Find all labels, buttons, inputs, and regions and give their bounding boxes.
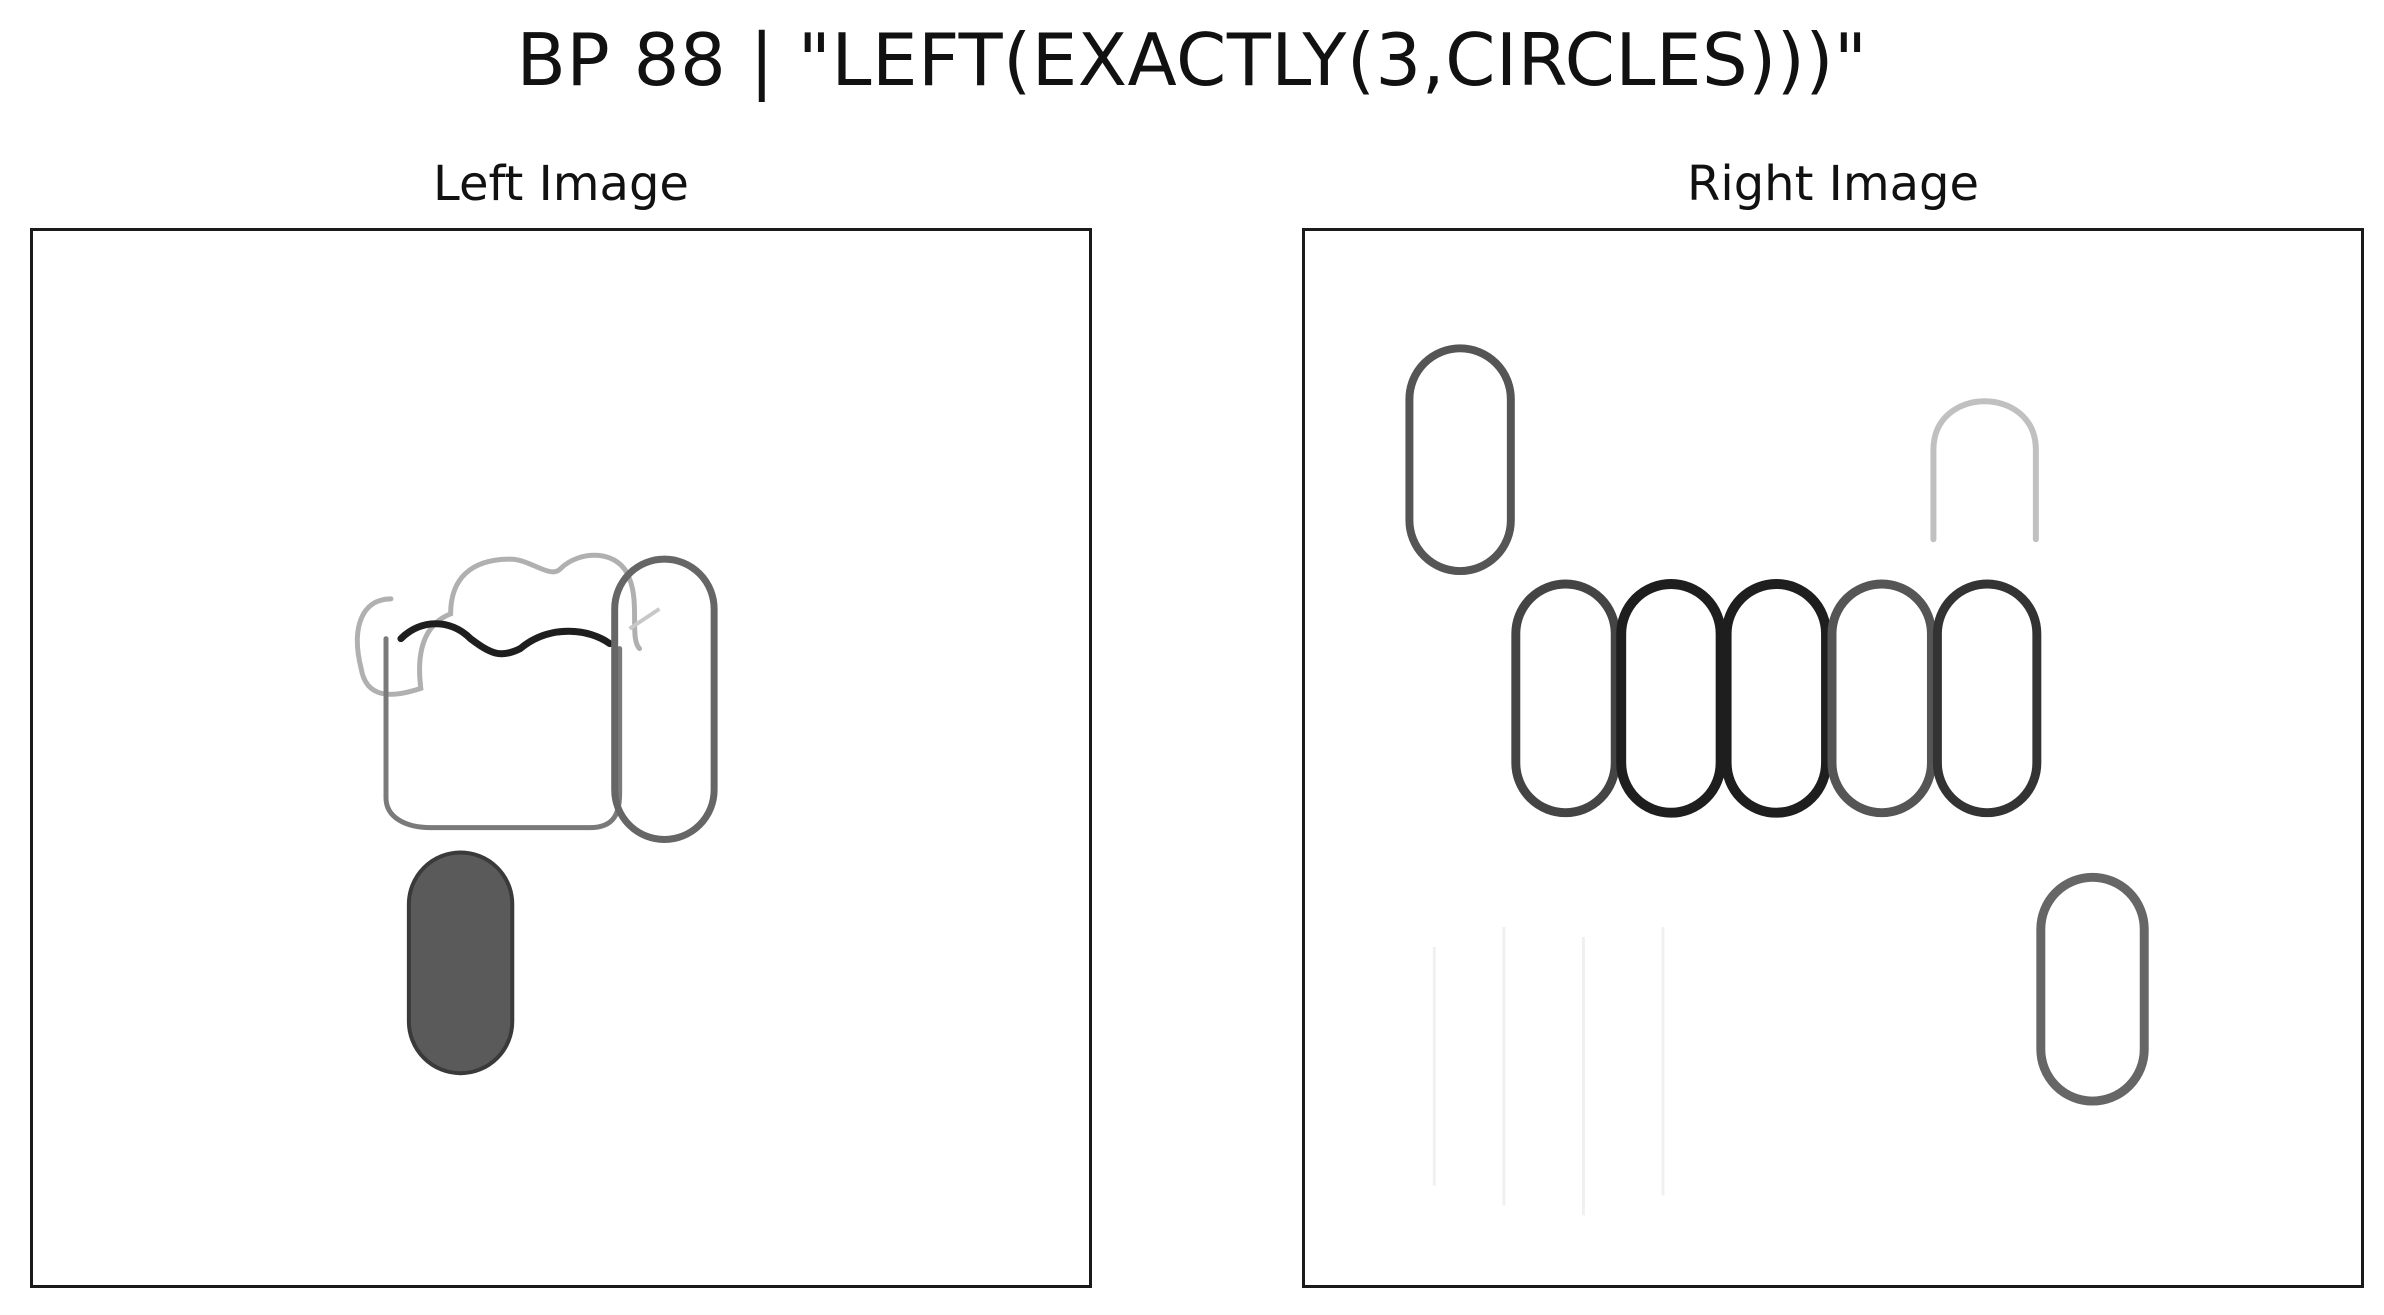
tall-oval-outline [611,555,718,844]
row-oval-2 [1616,579,1726,818]
figure-title: BP 88 | "LEFT(EXACTLY(3,CIRCLES)))" [516,18,1868,102]
faint-arch [1930,398,2039,543]
filled-oval [406,850,515,1076]
row-oval-3 [1721,579,1832,818]
faint-streaks [1432,927,1665,1216]
left-image-canvas [354,552,718,1076]
row-oval-5 [1932,579,2042,818]
bottom-right-oval [2036,872,2149,1106]
top-left-oval [1405,344,1515,576]
left-panel-title: Left Image [433,156,689,212]
row-oval-1 [1511,579,1620,818]
right-image-canvas [1405,344,2149,1216]
row-oval-4 [1827,579,1936,818]
right-panel-title: Right Image [1687,156,1979,212]
left-image-panel [30,228,1092,1288]
cloud-shape [354,552,643,697]
faint-stroke [628,607,661,631]
wavy-band [397,620,614,658]
right-image-panel [1302,228,2364,1288]
